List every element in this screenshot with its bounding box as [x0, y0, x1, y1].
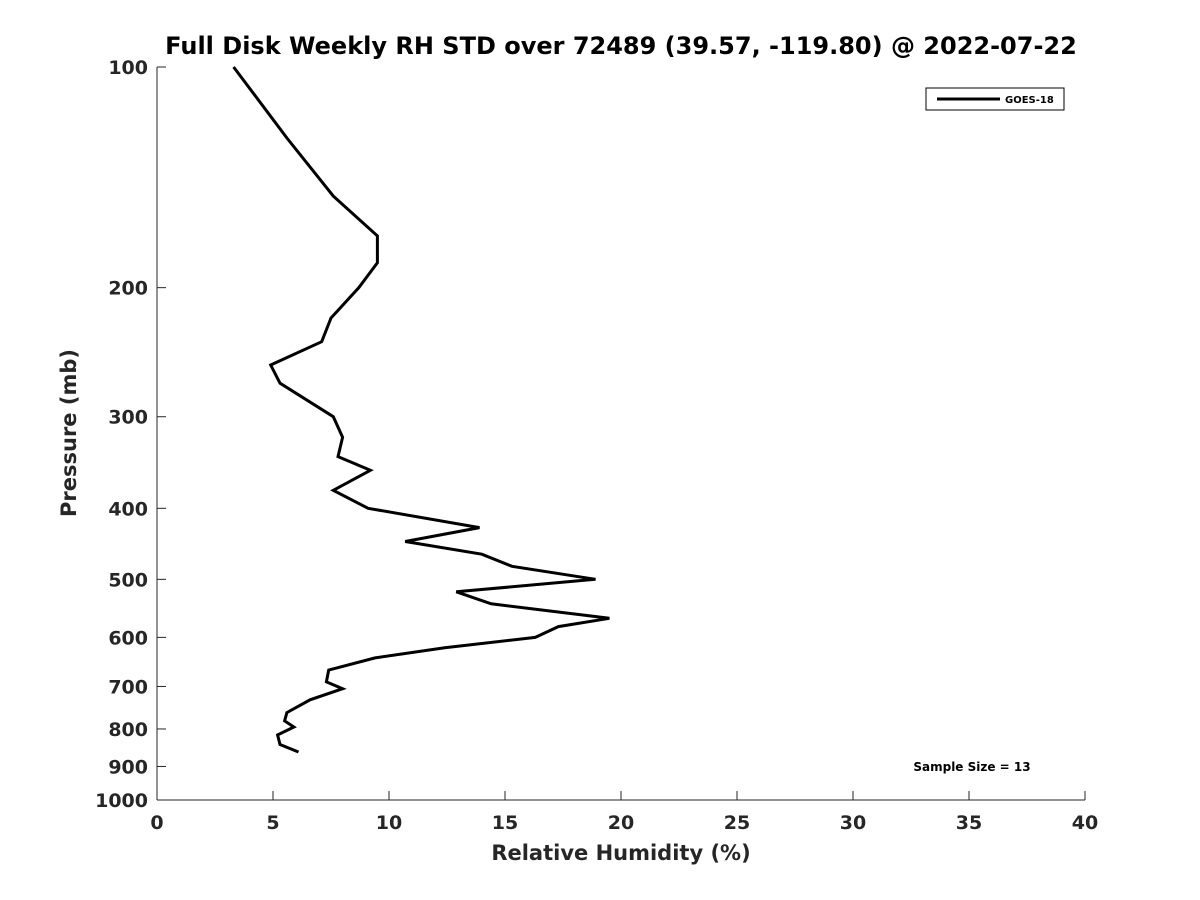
y-tick-label: 500: [108, 569, 148, 591]
x-tick-label: 40: [1072, 812, 1098, 834]
y-axis-label: Pressure (mb): [57, 349, 81, 517]
x-tick-label: 10: [376, 812, 402, 834]
sample-size-annotation: Sample Size = 13: [913, 760, 1030, 774]
y-tick-label: 1000: [95, 790, 148, 812]
x-tick-label: 0: [150, 812, 163, 834]
x-axis-label: Relative Humidity (%): [491, 841, 750, 865]
y-tick-label: 900: [108, 756, 148, 778]
y-tick-label: 300: [108, 407, 148, 429]
x-axis-ticks: 0 5 10 15 20 25 30 35 40: [150, 791, 1098, 834]
x-tick-label: 30: [840, 812, 866, 834]
x-tick-label: 25: [724, 812, 750, 834]
y-tick-label: 200: [108, 278, 148, 300]
series-line-goes-18: [232, 66, 610, 754]
x-tick-label: 15: [492, 812, 518, 834]
chart-title: Full Disk Weekly RH STD over 72489 (39.5…: [165, 32, 1077, 60]
legend: GOES-18: [925, 87, 1065, 111]
y-tick-label: 800: [108, 719, 148, 741]
x-tick-label: 20: [608, 812, 634, 834]
y-tick-label: 600: [108, 627, 148, 649]
y-tick-label: 700: [108, 676, 148, 698]
axes: [156, 67, 1085, 801]
series-group: [232, 66, 610, 754]
y-tick-label: 400: [108, 498, 148, 520]
legend-label-goes-18: GOES-18: [1005, 95, 1054, 106]
y-axis-ticks: 100 200 300 400 500 600 700 800 900 1000: [95, 57, 166, 812]
x-tick-label: 35: [956, 812, 982, 834]
x-tick-label: 5: [266, 812, 279, 834]
y-tick-label: 100: [108, 57, 148, 79]
